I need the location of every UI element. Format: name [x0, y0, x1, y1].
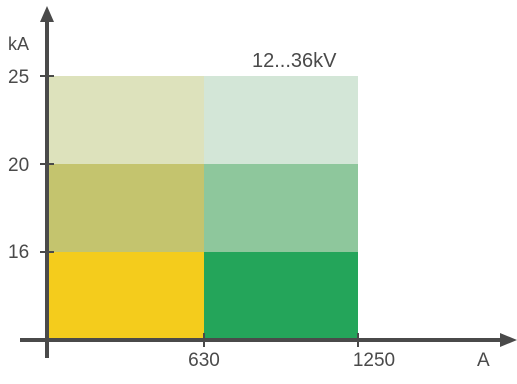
- voltage-annotation: 12...36kV: [252, 50, 337, 72]
- y-tick-label: 20: [8, 155, 29, 176]
- y-axis-arrow-icon: [40, 6, 54, 22]
- x-axis-unit: A: [477, 350, 490, 371]
- y-axis-unit: kA: [8, 34, 29, 54]
- x-tick-label: 630: [188, 350, 220, 371]
- chart-cell: [47, 252, 204, 340]
- chart-cell: [47, 164, 204, 252]
- chart-cell: [204, 76, 358, 164]
- ticks-layer: [40, 75, 359, 347]
- y-tick-label: 16: [8, 242, 29, 263]
- x-tick-label: 1250: [353, 350, 395, 371]
- chart-cell: [204, 164, 358, 252]
- chart-cell: [47, 76, 204, 164]
- cells-layer: [47, 76, 358, 340]
- chart-cell: [204, 252, 358, 340]
- y-tick-label: 25: [8, 67, 29, 88]
- x-axis-arrow-icon: [500, 333, 517, 347]
